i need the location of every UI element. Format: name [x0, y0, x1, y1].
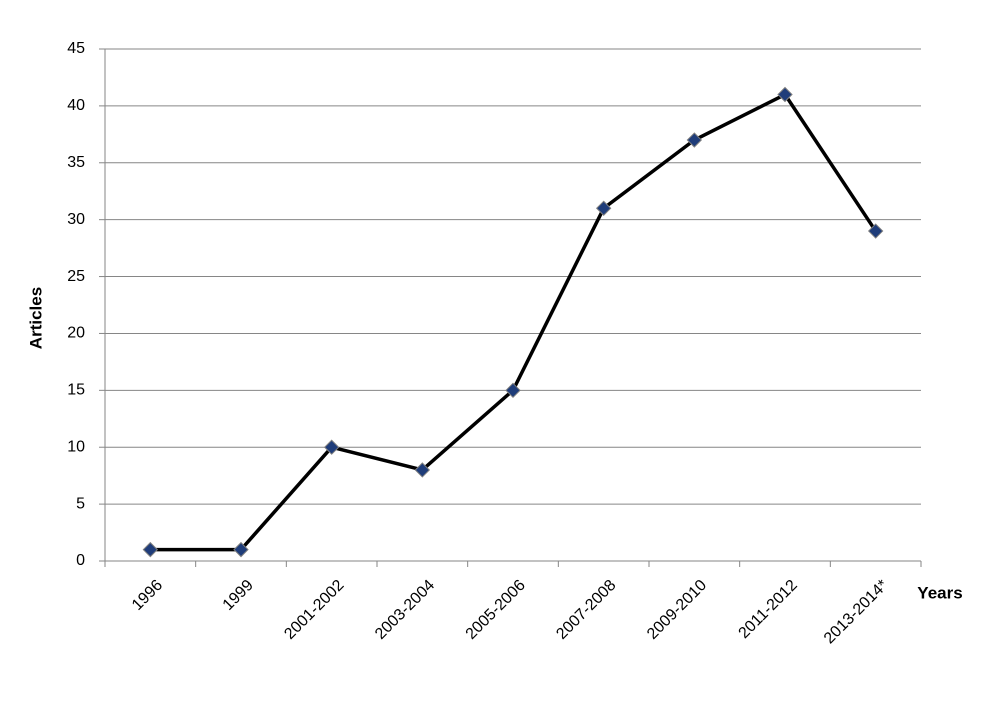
x-tick-label: 2009-2010: [644, 577, 710, 643]
x-tick-label: 2013-2014*: [821, 577, 892, 648]
x-tick-label: 1999: [220, 577, 257, 614]
data-point: [414, 462, 431, 478]
y-tick-label: 0: [76, 552, 85, 569]
x-axis-title: Years: [917, 583, 962, 602]
y-axis-title: Articles: [26, 287, 45, 349]
data-point: [505, 382, 521, 399]
y-tick-label: 45: [67, 40, 85, 57]
data-point: [323, 439, 340, 455]
data-point: [233, 541, 249, 558]
data-point: [686, 132, 703, 148]
y-tick-label: 20: [67, 325, 85, 342]
y-tick-label: 40: [67, 97, 85, 114]
y-tick-label: 15: [67, 382, 85, 399]
x-tick-label: 2001-2002: [281, 577, 347, 643]
data-point: [595, 200, 612, 216]
x-tick-label: 2011-2012: [736, 577, 801, 642]
y-tick-label: 5: [76, 495, 85, 512]
y-tick-label: 30: [67, 211, 85, 228]
y-tick-label: 25: [67, 268, 85, 285]
x-tick-label: 2005-2006: [463, 577, 529, 643]
data-point: [867, 223, 884, 239]
data-point: [142, 541, 159, 558]
y-tick-label: 10: [67, 438, 85, 455]
data-point: [777, 86, 793, 103]
y-tick-label: 35: [67, 154, 85, 171]
x-tick-label: 2007-2008: [553, 577, 619, 643]
x-tick-label: 1996: [129, 577, 166, 614]
x-tick-label: 2003-2004: [372, 577, 438, 643]
